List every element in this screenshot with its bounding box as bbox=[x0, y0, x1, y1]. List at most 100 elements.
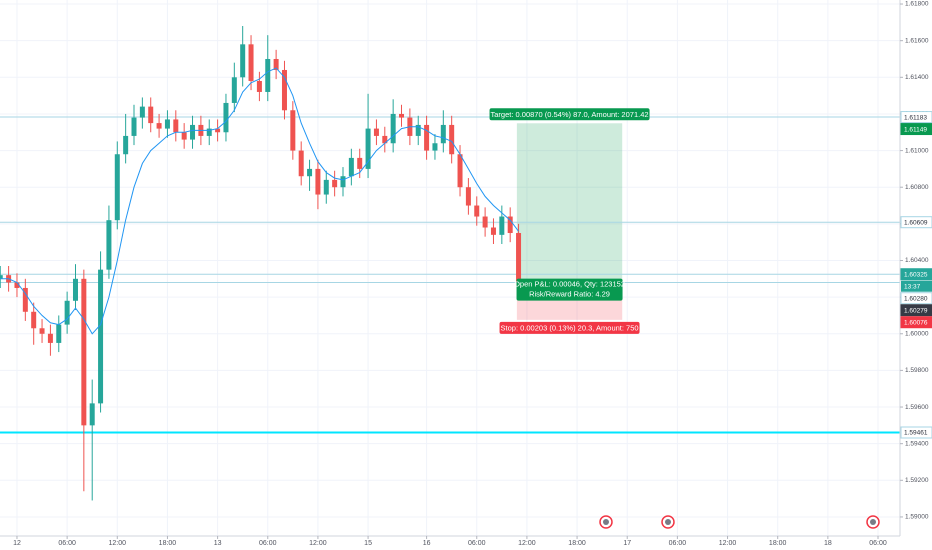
candle-body bbox=[365, 128, 371, 169]
y-tick-label: 1.59000 bbox=[905, 514, 929, 521]
candle-body bbox=[382, 135, 388, 144]
y-tick-label: 1.60800 bbox=[905, 184, 929, 191]
candle-body bbox=[164, 119, 170, 129]
candle-body bbox=[482, 216, 488, 228]
event-icons bbox=[599, 515, 880, 529]
candle-body bbox=[340, 176, 346, 188]
event-icon-dot bbox=[603, 519, 609, 525]
price-tag-label: 1.59461 bbox=[904, 430, 928, 437]
time-axis bbox=[0, 536, 900, 550]
candle-body bbox=[0, 275, 3, 279]
price-tag bbox=[900, 292, 932, 305]
x-tick-label: 18 bbox=[824, 540, 832, 547]
candle-body bbox=[256, 80, 262, 92]
x-tick-label: 06:00 bbox=[259, 540, 277, 547]
price-tag-label: 1.60280 bbox=[904, 295, 928, 302]
candle-body bbox=[223, 102, 229, 133]
candle-body bbox=[449, 124, 455, 155]
candle-body bbox=[323, 179, 329, 195]
stop-label-box bbox=[499, 321, 640, 334]
x-tick-label: 15 bbox=[364, 540, 372, 547]
countdown-tag bbox=[901, 280, 932, 292]
candle-body bbox=[148, 106, 154, 124]
x-tick-label: 12 bbox=[13, 540, 21, 547]
price-tag bbox=[900, 268, 932, 281]
x-tick-label: 06:00 bbox=[58, 540, 76, 547]
candle-body bbox=[516, 233, 522, 283]
candle-body bbox=[56, 324, 62, 343]
candle-body bbox=[290, 110, 296, 151]
candle-body bbox=[348, 157, 354, 177]
candle-body bbox=[298, 150, 304, 177]
y-tick-label: 1.61600 bbox=[905, 37, 929, 44]
candle-body bbox=[190, 124, 196, 140]
y-tick-label: 1.59600 bbox=[905, 404, 929, 411]
candle-body bbox=[399, 113, 405, 118]
candle-body bbox=[240, 44, 246, 78]
y-tick-label: 1.59800 bbox=[905, 367, 929, 374]
plot-area: Target: 0.00870 (0.54%) 87.0, Amount: 20… bbox=[0, 26, 900, 501]
y-tick-label: 1.61000 bbox=[905, 147, 929, 154]
x-tick-label: 06:00 bbox=[468, 540, 486, 547]
candle-body bbox=[424, 124, 430, 151]
candle-body bbox=[332, 179, 338, 188]
x-tick-label: 12:00 bbox=[109, 540, 127, 547]
stop-label: Stop: 0.00203 (0.13%) 20.3, Amount: 750 bbox=[501, 323, 639, 332]
candle-body bbox=[265, 58, 271, 92]
candle-body bbox=[22, 287, 28, 312]
candle-body bbox=[131, 117, 137, 136]
candle-body bbox=[181, 132, 187, 140]
candle-body bbox=[499, 216, 505, 235]
candle-body bbox=[123, 135, 129, 155]
candle-body bbox=[173, 119, 179, 133]
price-tag bbox=[900, 111, 932, 124]
price-tag bbox=[900, 316, 932, 329]
candle-body bbox=[31, 311, 37, 329]
x-tick-label: 12:00 bbox=[309, 540, 327, 547]
candle-body bbox=[465, 187, 471, 206]
price-tag-label: 1.61183 bbox=[904, 114, 927, 121]
y-tick-label: 1.59200 bbox=[905, 477, 929, 484]
candle-body bbox=[457, 154, 463, 188]
target-label: Target: 0.00870 (0.54%) 87.0, Amount: 20… bbox=[491, 110, 649, 119]
event-icon-dot bbox=[665, 519, 671, 525]
pnl-box bbox=[516, 278, 623, 301]
candle-body bbox=[64, 300, 70, 325]
y-tick-label: 1.61400 bbox=[905, 74, 929, 81]
candle-body bbox=[231, 77, 237, 103]
candle-body bbox=[89, 403, 95, 426]
candle-body bbox=[98, 269, 104, 404]
countdown-label: 13:37 bbox=[904, 283, 921, 290]
y-tick-label: 1.60000 bbox=[905, 330, 929, 337]
candle-body bbox=[281, 69, 287, 111]
price-tag bbox=[900, 304, 932, 317]
y-tick-label: 1.59400 bbox=[905, 440, 929, 447]
axes: 1.59000 1.59200 1.59400 1.59600 1.59800 1.600… bbox=[13, 1, 932, 547]
price-tag bbox=[900, 426, 932, 439]
candle-body bbox=[415, 124, 421, 136]
candle-body bbox=[114, 154, 120, 221]
target-label-box bbox=[489, 108, 650, 121]
candle-body bbox=[307, 168, 313, 177]
x-tick-label: 18:00 bbox=[159, 540, 177, 547]
x-tick-label: 18:00 bbox=[568, 540, 586, 547]
candle-body bbox=[156, 123, 162, 129]
price-tag bbox=[900, 216, 932, 229]
x-tick-label: 16 bbox=[423, 540, 431, 547]
candle-body bbox=[106, 220, 112, 270]
candle-body bbox=[490, 227, 496, 235]
x-tick-label: 06:00 bbox=[869, 540, 887, 547]
ratio-label: Risk/Reward Ratio: 4.29 bbox=[529, 290, 610, 299]
price-tag-label: 1.60609 bbox=[904, 219, 928, 226]
candle-body bbox=[206, 128, 212, 136]
moving-average bbox=[0, 67, 519, 335]
candle-body bbox=[507, 216, 513, 234]
x-tick-label: 06:00 bbox=[669, 540, 687, 547]
price-tag bbox=[900, 123, 932, 136]
y-tick-label: 1.61800 bbox=[905, 1, 929, 8]
candle-body bbox=[14, 282, 20, 288]
candle-body bbox=[72, 278, 78, 301]
candle-body bbox=[215, 128, 221, 133]
